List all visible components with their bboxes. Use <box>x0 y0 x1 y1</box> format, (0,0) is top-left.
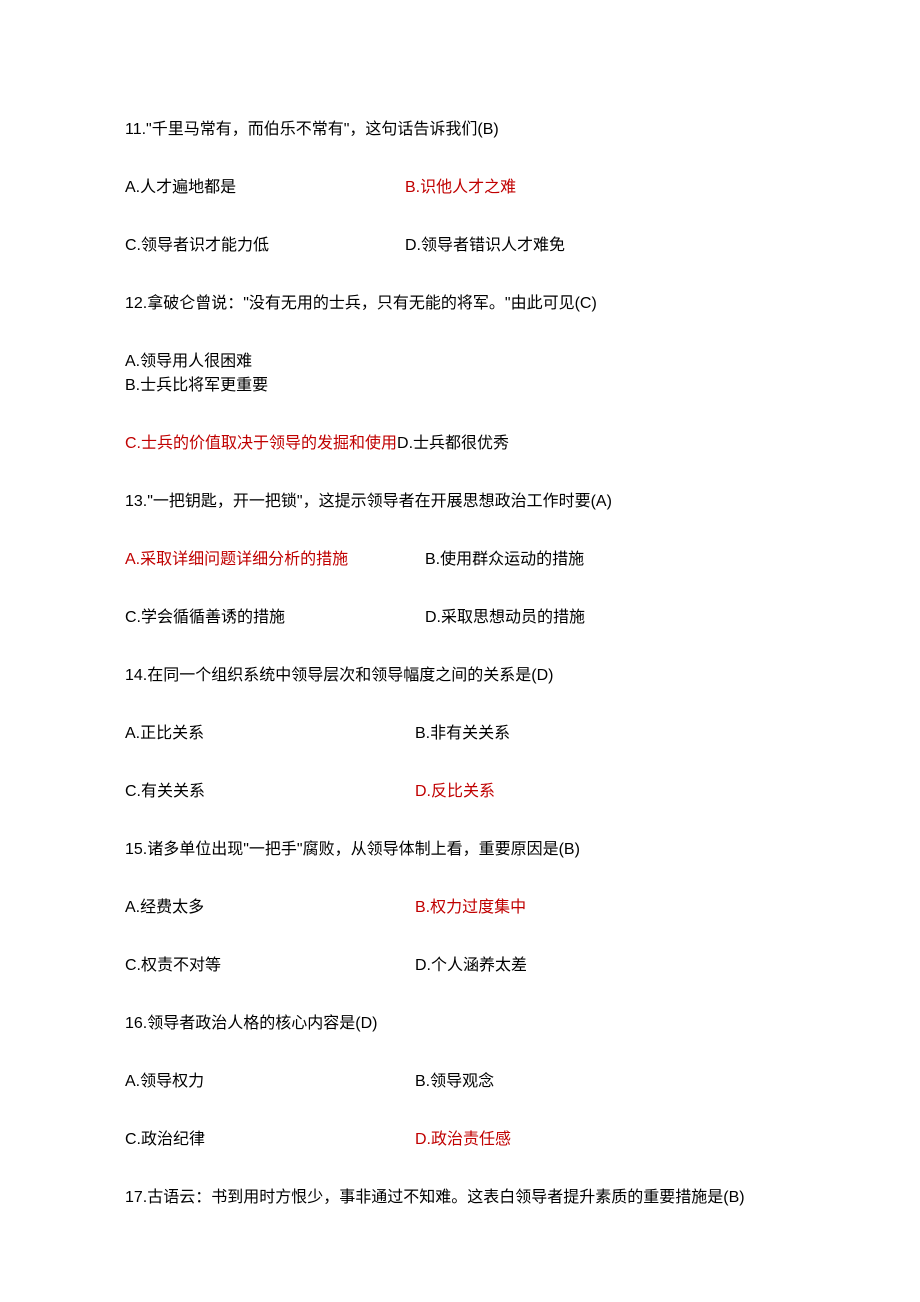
question-15-row2: C.权责不对等 D.个人涵养太差 <box>125 954 795 978</box>
question-12-row1: A.领导用人很困难 B.士兵比将军更重要 <box>125 350 795 398</box>
option-11d: D.领导者错识人才难免 <box>405 234 565 258</box>
document-page: 11."千里马常有，而伯乐不常有"，这句话告诉我们(B) A.人才遍地都是 B.… <box>0 0 920 1302</box>
option-16c: C.政治纪律 <box>125 1128 415 1152</box>
question-13-row1: A.采取详细问题详细分析的措施 B.使用群众运动的措施 <box>125 548 795 572</box>
question-11-stem: 11."千里马常有，而伯乐不常有"，这句话告诉我们(B) <box>125 118 795 142</box>
question-17-stem: 17.古语云：书到用时方恨少，事非通过不知难。这表白领导者提升素质的重要措施是(… <box>125 1186 795 1210</box>
option-13c: C.学会循循善诱的措施 <box>125 606 425 630</box>
question-14-stem: 14.在同一个组织系统中领导层次和领导幅度之间的关系是(D) <box>125 664 795 688</box>
option-16a: A.领导权力 <box>125 1070 415 1094</box>
option-13d: D.采取思想动员的措施 <box>425 606 585 630</box>
option-14b: B.非有关关系 <box>415 722 510 746</box>
question-13-stem: 13."一把钥匙，开一把锁"，这提示领导者在开展思想政治工作时要(A) <box>125 490 795 514</box>
option-16b: B.领导观念 <box>415 1070 494 1094</box>
question-14-row1: A.正比关系 B.非有关关系 <box>125 722 795 746</box>
question-15-stem: 15.诸多单位出现"一把手"腐败，从领导体制上看，重要原因是(B) <box>125 838 795 862</box>
option-11b: B.识他人才之难 <box>405 176 516 200</box>
option-15d: D.个人涵养太差 <box>415 954 527 978</box>
question-11-row2: C.领导者识才能力低 D.领导者错识人才难免 <box>125 234 795 258</box>
question-13-row2: C.学会循循善诱的措施 D.采取思想动员的措施 <box>125 606 795 630</box>
option-13a: A.采取详细问题详细分析的措施 <box>125 548 425 572</box>
option-14c: C.有关关系 <box>125 780 415 804</box>
question-12-row2: C.士兵的价值取决于领导的发掘和使用 D.士兵都很优秀 <box>125 432 795 456</box>
option-12d: D.士兵都很优秀 <box>397 432 509 456</box>
option-12c: C.士兵的价值取决于领导的发掘和使用 <box>125 432 397 456</box>
question-16-row2: C.政治纪律 D.政治责任感 <box>125 1128 795 1152</box>
option-15c: C.权责不对等 <box>125 954 415 978</box>
question-16-stem: 16.领导者政治人格的核心内容是(D) <box>125 1012 795 1036</box>
question-16-row1: A.领导权力 B.领导观念 <box>125 1070 795 1094</box>
option-16d: D.政治责任感 <box>415 1128 511 1152</box>
question-11-row1: A.人才遍地都是 B.识他人才之难 <box>125 176 795 200</box>
question-15-row1: A.经费太多 B.权力过度集中 <box>125 896 795 920</box>
question-14-row2: C.有关关系 D.反比关系 <box>125 780 795 804</box>
option-12a: A.领导用人很困难 <box>125 350 655 374</box>
option-11a: A.人才遍地都是 <box>125 176 405 200</box>
option-14a: A.正比关系 <box>125 722 415 746</box>
option-12b: B.士兵比将军更重要 <box>125 374 268 398</box>
option-14d: D.反比关系 <box>415 780 495 804</box>
option-15a: A.经费太多 <box>125 896 415 920</box>
option-15b: B.权力过度集中 <box>415 896 526 920</box>
question-12-stem: 12.拿破仑曾说："没有无用的士兵，只有无能的将军。"由此可见(C) <box>125 292 795 316</box>
option-11c: C.领导者识才能力低 <box>125 234 405 258</box>
option-13b: B.使用群众运动的措施 <box>425 548 584 572</box>
